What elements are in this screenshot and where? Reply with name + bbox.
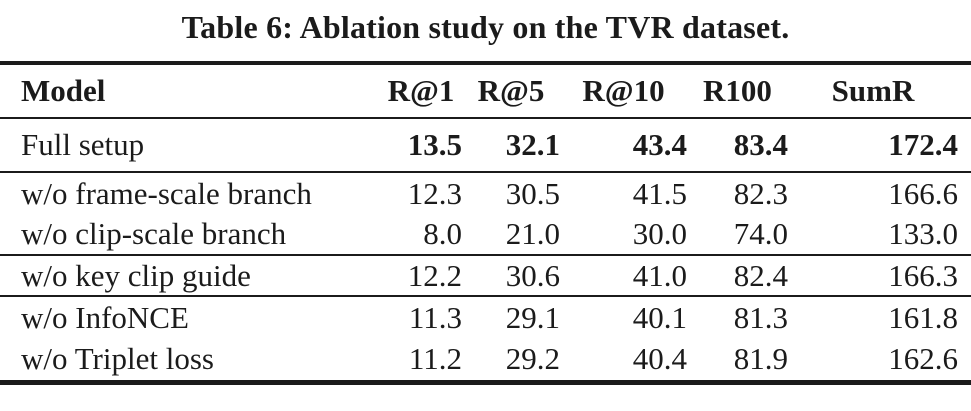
metric-value-cell: 133.0 [888,216,958,251]
metric-value-cell: 30.0 [632,216,687,251]
ablation-table: Model R@1 R@5 R@10 R100 SumR Full setup … [0,61,971,385]
metric-value-cell: 43.4 [632,127,687,162]
column-header-model: Model [21,73,106,108]
column-header-sumr: SumR [831,73,915,108]
metric-value-cell: 41.0 [632,257,687,293]
metric-value-cell: 11.2 [408,340,462,376]
metric-value-cell: 81.3 [733,299,788,335]
metric-value-cell: 30.5 [505,175,560,211]
table-row-wo-key-clip-guide: w/o key clip guide 12.2 30.6 41.0 82.4 1… [0,255,971,296]
metric-value-cell: 172.4 [888,127,958,162]
metric-value-cell: 11.3 [408,299,462,335]
metric-value-cell: 12.2 [407,257,462,293]
column-header-r5: R@5 [477,73,545,108]
metric-value-cell: 21.0 [505,216,560,251]
metric-value-cell: 12.3 [407,175,462,211]
model-name-cell: w/o Triplet loss [21,340,214,376]
table-row-full-setup: Full setup 13.5 32.1 43.4 83.4 172.4 [0,118,971,172]
model-name-cell: w/o InfoNCE [21,299,189,335]
table-row-wo-clip-scale: w/o clip-scale branch 8.0 21.0 30.0 74.0… [0,214,971,255]
table-row-wo-infonce: w/o InfoNCE 11.3 29.1 40.1 81.3 161.8 [0,296,971,338]
metric-value-cell: 82.4 [733,257,788,293]
column-header-r1: R@1 [387,73,455,108]
metric-value-cell: 41.5 [632,175,687,211]
metric-value-cell: 40.1 [632,299,687,335]
table-caption: Table 6: Ablation study on the TVR datas… [181,9,790,45]
model-name-cell: w/o clip-scale branch [21,216,287,251]
metric-value-cell: 166.3 [888,257,958,293]
table-row-wo-frame-scale: w/o frame-scale branch 12.3 30.5 41.5 82… [0,172,971,214]
table-header-row: Model R@1 R@5 R@10 R100 SumR [0,63,971,118]
metric-value-cell: 161.8 [888,299,958,335]
metric-value-cell: 13.5 [407,127,462,162]
model-name-cell: w/o frame-scale branch [21,175,312,211]
metric-value-cell: 74.0 [733,216,788,251]
table-row-wo-triplet-loss: w/o Triplet loss 11.2 29.2 40.4 81.9 162… [0,338,971,382]
metric-value-cell: 162.6 [888,340,958,376]
metric-value-cell: 29.2 [505,340,560,376]
column-header-r100: R100 [703,73,772,108]
metric-value-cell: 40.4 [632,340,687,376]
metric-value-cell: 30.6 [505,257,560,293]
metric-value-cell: 83.4 [733,127,788,162]
model-name-cell: Full setup [21,127,145,162]
model-name-cell: w/o key clip guide [21,257,251,293]
metric-value-cell: 29.1 [505,299,560,335]
metric-value-cell: 82.3 [733,175,788,211]
column-header-r10: R@10 [582,73,665,108]
metric-value-cell: 166.6 [888,175,958,211]
metric-value-cell: 81.9 [733,340,788,376]
metric-value-cell: 32.1 [505,127,560,162]
metric-value-cell: 8.0 [423,216,462,251]
